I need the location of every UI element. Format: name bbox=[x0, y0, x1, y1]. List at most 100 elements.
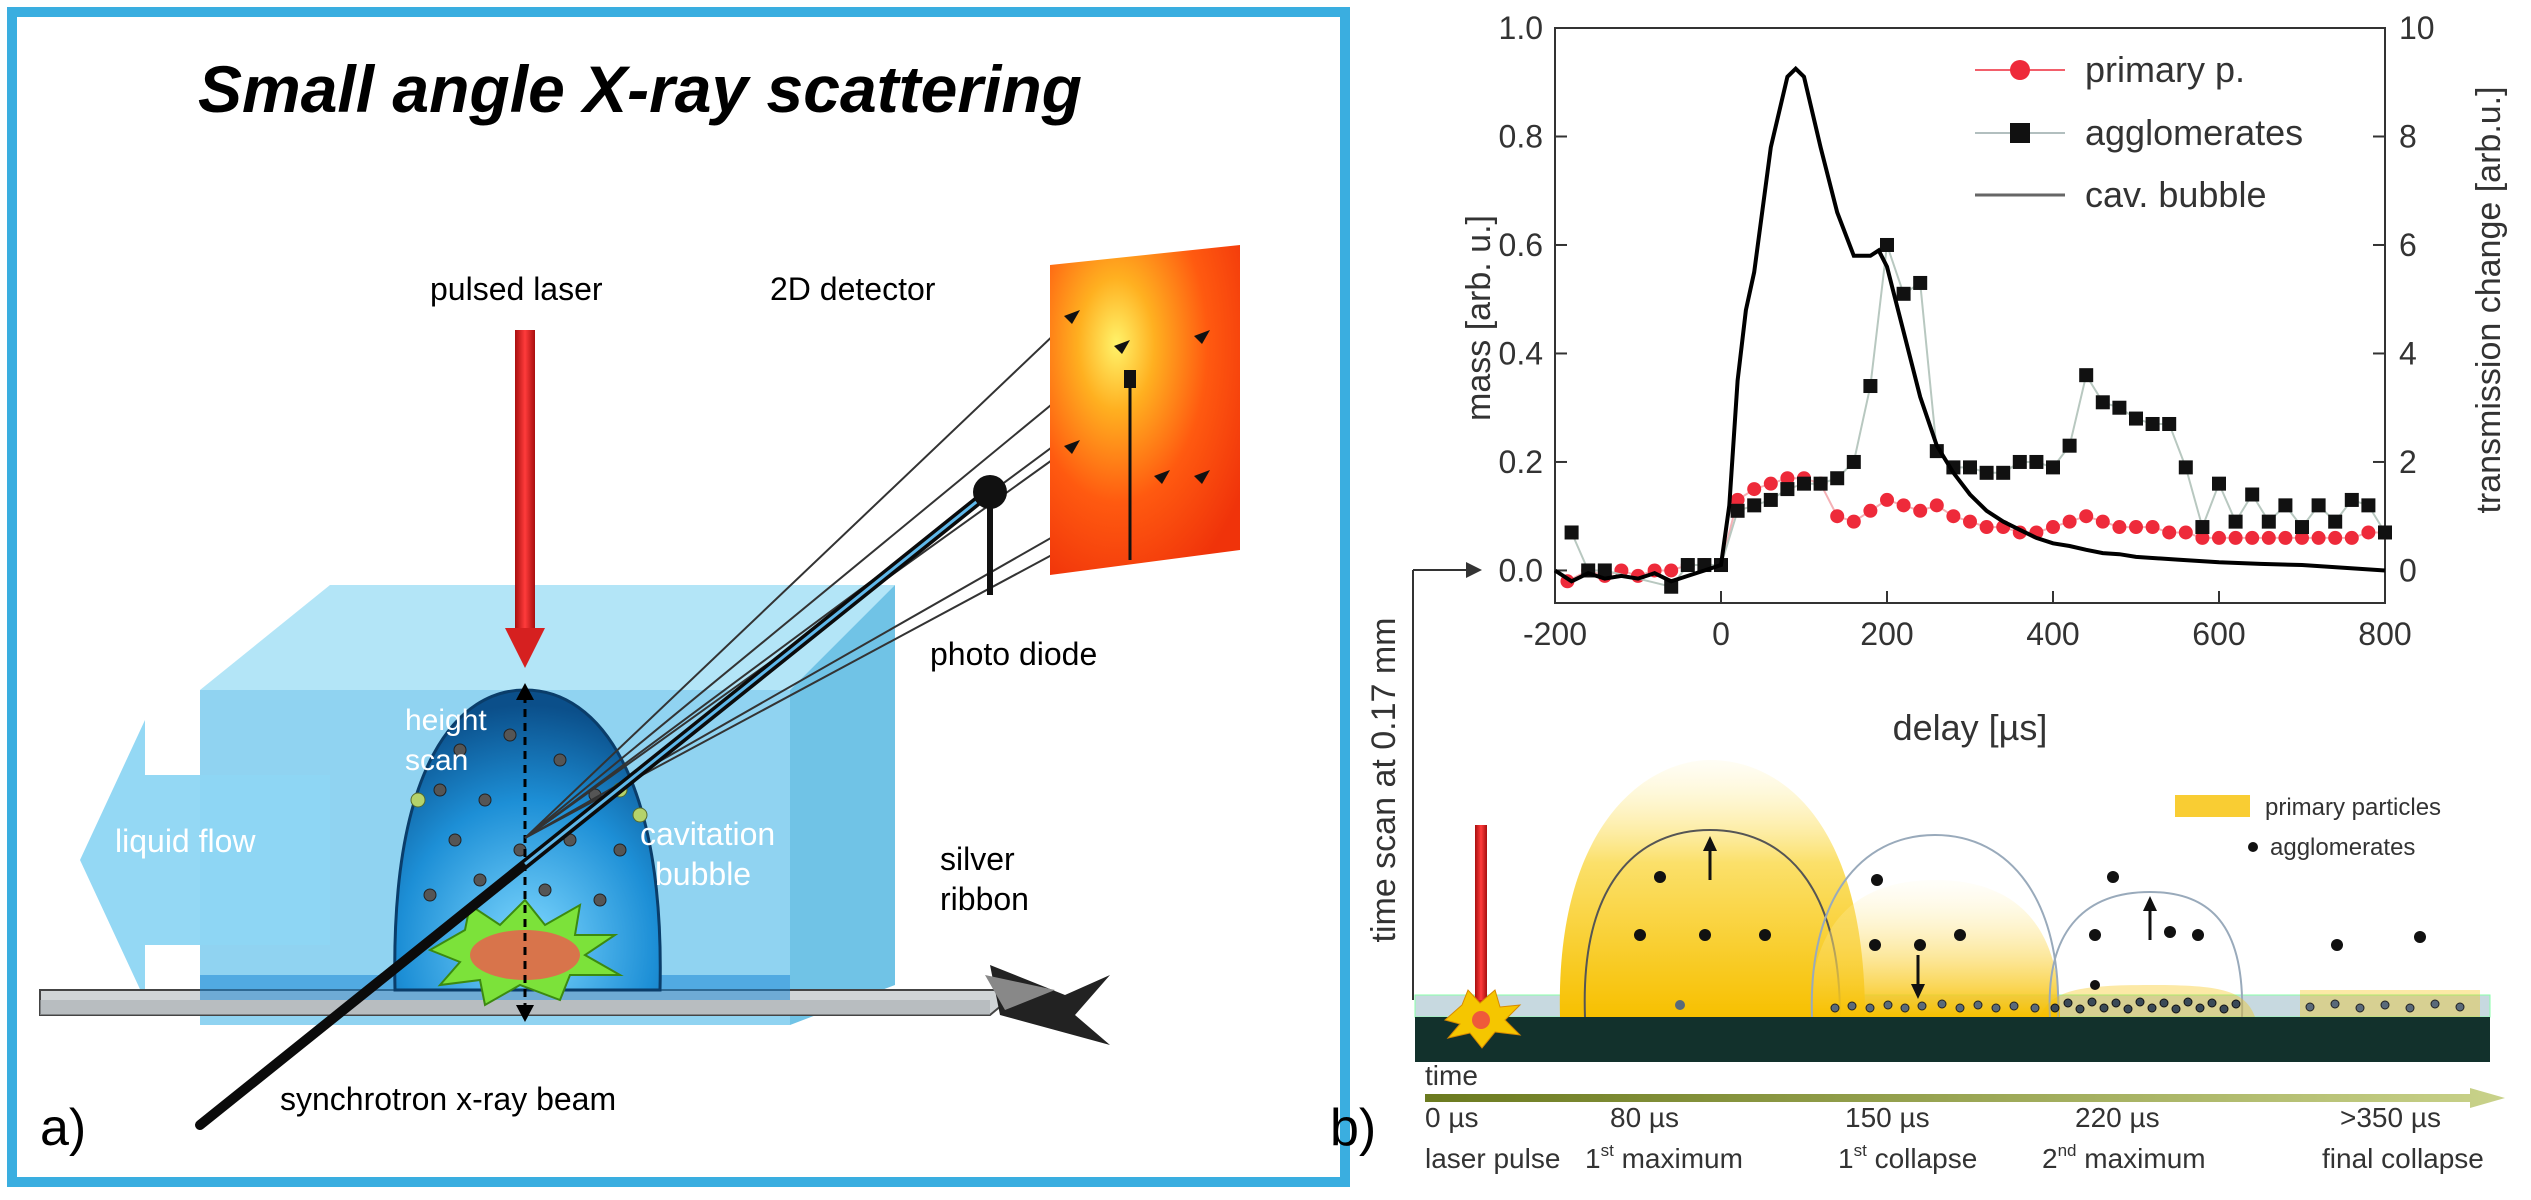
point-agglomerate bbox=[2112, 400, 2127, 415]
photo-diode-label: photo diode bbox=[930, 636, 1097, 672]
legend-marker-agglomerates bbox=[2010, 123, 2030, 143]
stage-80-arrowhead bbox=[1703, 836, 1717, 851]
series-line-cav-bubble bbox=[1553, 65, 2386, 584]
stage-150-bubble-glow bbox=[1810, 880, 2060, 1017]
chart-legend: primary p. agglomerates cav. bubble bbox=[1975, 49, 2303, 215]
x-tick-label: 400 bbox=[2026, 616, 2079, 652]
x-tick-label: 200 bbox=[1860, 616, 1913, 652]
point-primary bbox=[2046, 520, 2060, 535]
plot-area bbox=[1554, 27, 2386, 604]
y2-tick-label: 0 bbox=[2399, 552, 2417, 588]
pulsed-laser-label: pulsed laser bbox=[430, 271, 603, 307]
point-primary bbox=[2162, 525, 2177, 540]
point-agglomerate bbox=[1863, 379, 1878, 394]
point-agglomerate bbox=[1747, 498, 1762, 513]
point-primary bbox=[2195, 530, 2210, 545]
stage-desc-4: final collapse bbox=[2322, 1143, 2484, 1174]
point-primary bbox=[2212, 530, 2226, 545]
legend-primary-particles: primary particles bbox=[2265, 794, 2441, 821]
point-primary bbox=[1979, 520, 1994, 535]
point-agglomerate bbox=[2162, 416, 2177, 431]
stage-350-glow bbox=[2300, 990, 2480, 1017]
cavitation-label-2: bubble bbox=[655, 856, 751, 892]
point-primary bbox=[1929, 498, 1944, 513]
y-tick-label: 0.4 bbox=[1499, 335, 1543, 371]
y2-tick-label: 10 bbox=[2399, 10, 2435, 46]
y-tick-label: 1.0 bbox=[1499, 10, 1543, 46]
point-agglomerate bbox=[1564, 525, 1579, 540]
point-primary bbox=[1763, 476, 1778, 491]
x-tick-label: 800 bbox=[2358, 616, 2411, 652]
silver-label-1: silver bbox=[940, 841, 1015, 877]
point-agglomerate bbox=[2212, 476, 2226, 491]
panel-a: Small angle X-ray scattering liquid flow… bbox=[7, 7, 1350, 1187]
point-agglomerate bbox=[2046, 460, 2060, 475]
point-agglomerate bbox=[1963, 460, 1977, 475]
point-primary bbox=[2344, 530, 2359, 545]
detector-beamstop-block bbox=[1124, 370, 1136, 388]
point-agglomerate bbox=[1846, 454, 1861, 469]
legend-agglomerates: agglomerates bbox=[2085, 112, 2303, 153]
stage-220-arrowhead bbox=[2143, 896, 2157, 911]
chart-series bbox=[1553, 65, 2392, 594]
stage-150-bubble bbox=[1810, 833, 2060, 1018]
stage-time-2: 150 µs bbox=[1845, 1102, 1930, 1133]
legend-primary: primary p. bbox=[2085, 49, 2245, 90]
point-agglomerate bbox=[2062, 438, 2077, 453]
liquid-flow-arrow bbox=[80, 720, 330, 1000]
laser-beam bbox=[515, 330, 535, 630]
stage-220-bubble bbox=[2048, 890, 2244, 1018]
point-primary bbox=[2112, 520, 2127, 535]
point-primary bbox=[2328, 530, 2343, 545]
point-primary bbox=[2062, 514, 2077, 529]
stage-time-0: 0 µs bbox=[1425, 1102, 1478, 1133]
point-agglomerate bbox=[2195, 520, 2210, 535]
point-primary bbox=[1664, 563, 1679, 578]
point-agglomerate bbox=[1780, 482, 1795, 497]
point-agglomerate bbox=[1730, 503, 1745, 518]
panel-b-letter: b) bbox=[1330, 1099, 1376, 1157]
point-primary bbox=[2278, 530, 2293, 545]
point-primary bbox=[1780, 471, 1795, 486]
point-agglomerate bbox=[1680, 558, 1695, 573]
stage-time-3: 220 µs bbox=[2075, 1102, 2160, 1133]
point-agglomerate bbox=[1797, 476, 1811, 491]
point-agglomerate bbox=[2278, 498, 2293, 513]
y2-tick-label: 4 bbox=[2399, 335, 2417, 371]
point-primary bbox=[1747, 482, 1762, 497]
point-primary bbox=[1830, 509, 1845, 524]
height-scan-arrow-bottom bbox=[516, 1005, 534, 1022]
point-agglomerate bbox=[2095, 395, 2110, 410]
stage-labels: 0 µs laser pulse 80 µs 1st maximum 150 µ… bbox=[1425, 1102, 2484, 1174]
point-primary bbox=[2295, 530, 2309, 545]
stage-80-bubble bbox=[1583, 828, 1841, 1018]
stage-laser-beam bbox=[1475, 825, 1487, 1000]
point-agglomerate bbox=[1597, 563, 1612, 578]
legend-agglomerates-label: agglomerates bbox=[2270, 834, 2415, 861]
stage-80-bubble-glow bbox=[1559, 760, 1865, 1017]
x-axis-label: delay [µs] bbox=[1893, 707, 2048, 748]
y2-tick-label: 2 bbox=[2399, 444, 2417, 480]
stage-220-surface-particles bbox=[2050, 997, 2241, 1014]
ribbon-arrow-light bbox=[985, 975, 1055, 1010]
legend-marker-primary bbox=[2010, 60, 2030, 80]
point-agglomerate bbox=[2328, 514, 2343, 529]
point-primary bbox=[1946, 509, 1961, 524]
laser-arrowhead bbox=[505, 628, 545, 668]
point-agglomerate bbox=[1896, 286, 1911, 301]
y-tick-label: 0.2 bbox=[1499, 444, 1543, 480]
point-primary bbox=[2129, 520, 2143, 535]
detector-arrows bbox=[1064, 310, 1210, 484]
stage-time-4: >350 µs bbox=[2340, 1102, 2441, 1133]
stage-time-1: 80 µs bbox=[1610, 1102, 1679, 1133]
point-agglomerate bbox=[2178, 460, 2193, 475]
height-scan-arrow-top bbox=[516, 683, 534, 700]
panel-a-title: Small angle X-ray scattering bbox=[198, 52, 1082, 126]
x-tick-label: 600 bbox=[2192, 616, 2245, 652]
legend-primary-swatch bbox=[2175, 795, 2250, 817]
point-agglomerate bbox=[1979, 465, 1994, 480]
point-primary bbox=[2095, 514, 2110, 529]
point-agglomerate bbox=[2295, 520, 2309, 535]
point-primary bbox=[2079, 509, 2094, 524]
